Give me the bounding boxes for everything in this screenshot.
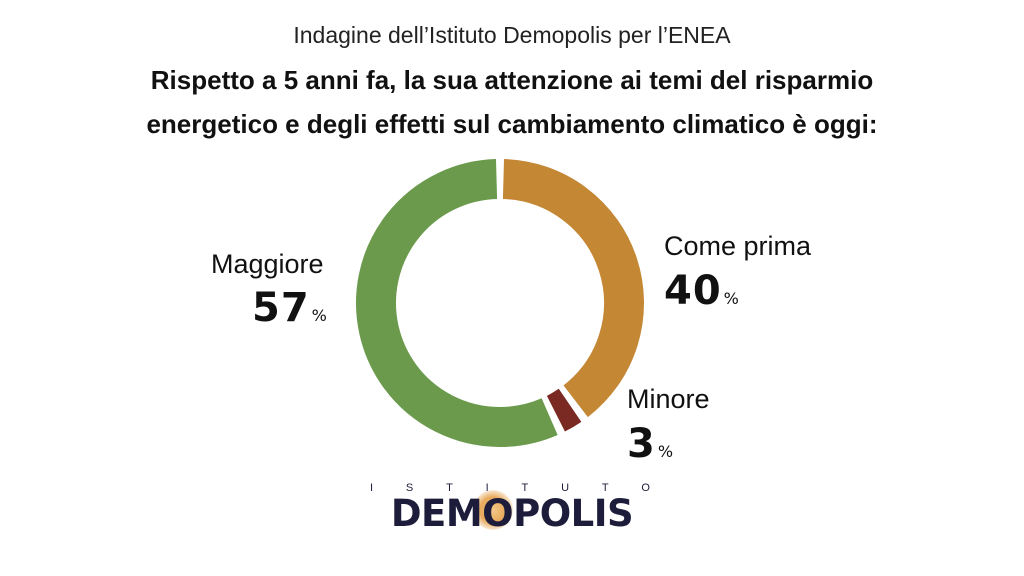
unit-come-prima: % <box>723 289 739 308</box>
value-come-prima: 40 <box>664 268 722 314</box>
label-minore-value: 3% <box>627 421 673 467</box>
logo-glow-icon <box>473 490 513 530</box>
logo-wordmark: DEMOPOLIS <box>390 492 634 535</box>
logo-letter: O <box>641 482 650 494</box>
logo-letter: T <box>521 482 529 494</box>
label-maggiore-value: 57% <box>252 285 327 331</box>
label-minore-name: Minore <box>627 384 710 414</box>
label-come-prima-name: Come prima <box>664 231 812 261</box>
unit-maggiore: % <box>311 306 327 325</box>
value-minore: 3 <box>627 421 656 467</box>
chart-title: Rispetto a 5 anni fa, la sua attenzione … <box>112 58 912 146</box>
label-maggiore-name: Maggiore <box>211 249 324 279</box>
unit-minore: % <box>657 442 674 461</box>
label-come-prima-value: 40% <box>664 268 739 314</box>
logo-letter: I <box>370 482 374 494</box>
logo-letter: I <box>485 482 489 494</box>
logo-letter: T <box>446 482 453 494</box>
logo-letter: S <box>405 482 414 494</box>
logo-letter: U <box>561 482 570 494</box>
donut-slice-maggiore <box>356 159 558 447</box>
logo-letter: T <box>601 482 609 494</box>
donut-slice-minore <box>546 388 582 432</box>
donut-slice-come-prima <box>502 159 644 418</box>
demopolis-logo: I S T I T U T O DEMOPOLIS <box>362 482 662 542</box>
title-line-2: energetico e degli effetti sul cambiamen… <box>146 109 878 139</box>
subtitle: Indagine dell’Istituto Demopolis per l’E… <box>293 22 731 48</box>
title-line-1: Rispetto a 5 anni fa, la sua attenzione … <box>150 65 874 95</box>
value-maggiore: 57 <box>252 285 310 331</box>
